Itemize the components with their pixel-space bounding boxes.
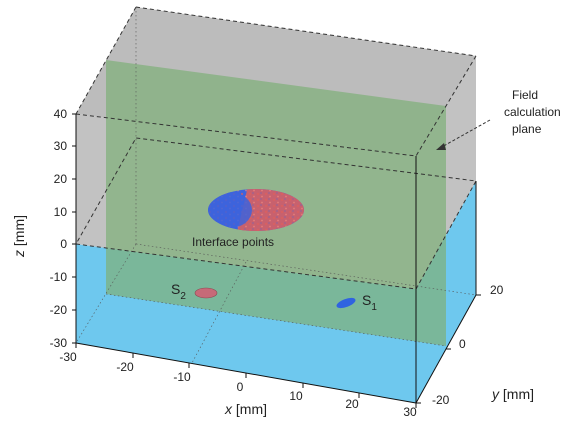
box-top-dashed-edges [75, 6, 477, 157]
y-tick-label: 0 [459, 337, 466, 351]
x-axis-ticks [75, 343, 417, 408]
source-s1: S1 [336, 292, 377, 313]
y-axis-label: y [mm] [491, 386, 534, 402]
source-s2: S2 [171, 281, 218, 302]
x-tick-label: -30 [59, 350, 77, 364]
source-s2-disc [194, 287, 218, 299]
interface-surface-outline [75, 137, 477, 290]
field-plane-label-line: Field [512, 88, 538, 102]
x-tick-label: -10 [173, 370, 191, 384]
y-tick-label: 20 [490, 283, 504, 297]
x-tick-label: 10 [289, 389, 303, 403]
interface-points-label: Interface points [192, 235, 274, 249]
z-axis-ticks [72, 113, 76, 344]
source-s1-disc [336, 297, 356, 309]
field-plane-pointer [439, 119, 491, 149]
z-tick-label: 20 [54, 172, 68, 186]
z-tick-label: -30 [50, 336, 68, 350]
z-tick-label: -20 [50, 303, 68, 317]
y-axis: -20 0 20 y [mm] [416, 283, 534, 407]
y-tick-label: -20 [432, 393, 450, 407]
x-tick-label: 30 [403, 405, 417, 419]
x-axis: -30 -20 -10 0 10 20 30 x [mm] [59, 343, 417, 419]
x-tick-label: 20 [345, 397, 359, 411]
x-axis-label: x [mm] [224, 401, 267, 417]
field-plane-pointer-head [436, 143, 446, 150]
z-tick-label: 0 [60, 237, 67, 251]
z-tick-label: 30 [54, 139, 68, 153]
z-tick-label: -10 [50, 270, 68, 284]
field-plane-label-line: plane [512, 122, 542, 136]
z-tick-label: 10 [54, 205, 68, 219]
field-plane-label-line: calculation [504, 105, 561, 119]
field-plane-annotation: Field calculation plane [436, 88, 561, 150]
source-s1-label: S1 [362, 292, 377, 313]
z-axis: 40 30 20 10 0 -10 -20 -30 z [mm] [11, 107, 77, 350]
y-axis-ticks [416, 294, 481, 404]
x-tick-label: 0 [237, 380, 244, 394]
x-tick-label: -20 [116, 360, 134, 374]
z-tick-label: 40 [54, 107, 68, 121]
box-hidden-edges [75, 7, 477, 344]
z-axis-label: z [mm] [11, 215, 27, 258]
source-s2-label: S2 [171, 281, 186, 302]
